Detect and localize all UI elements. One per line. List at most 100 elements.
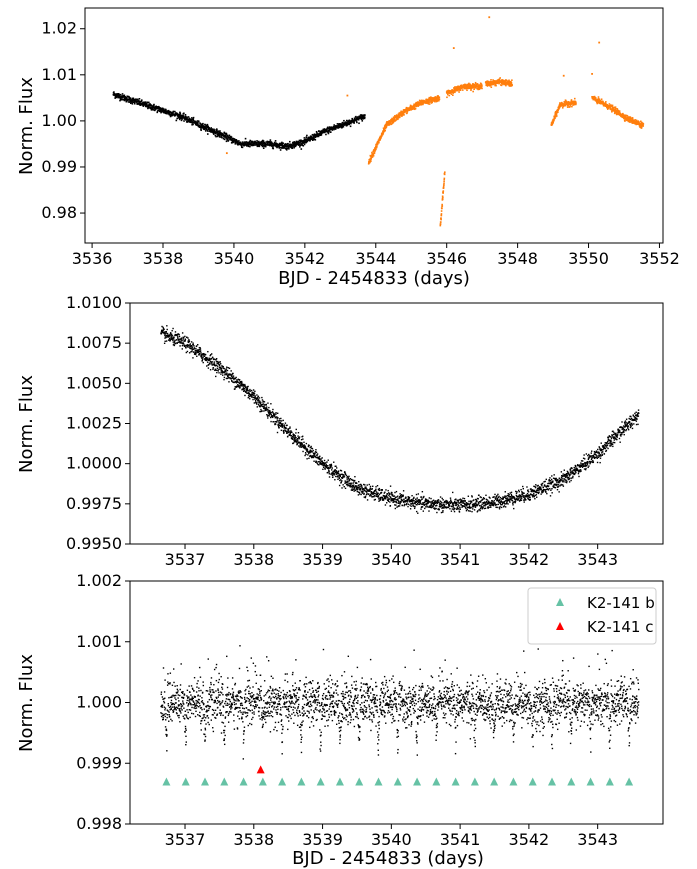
data-point (200, 128, 202, 130)
data-point (218, 133, 220, 135)
data-point (478, 502, 480, 505)
data-point (555, 113, 558, 116)
data-point (475, 501, 477, 503)
data-point (602, 104, 605, 107)
data-point (522, 494, 524, 497)
data-point (324, 467, 326, 469)
data-point (458, 502, 461, 504)
data-point (324, 128, 327, 131)
data-point (595, 98, 597, 100)
x-tick-label: 3552 (639, 249, 680, 268)
data-point (255, 398, 258, 400)
data-point (147, 101, 150, 104)
data-point (380, 491, 383, 494)
data-point (371, 487, 373, 490)
data-point (379, 136, 381, 139)
data-point (299, 144, 302, 147)
data-point (516, 496, 519, 498)
data-point (318, 458, 321, 460)
data-point (183, 345, 186, 348)
data-point (215, 361, 218, 363)
data-point (262, 403, 265, 405)
data-point (366, 492, 368, 494)
data-point (377, 141, 380, 143)
data-point (256, 406, 258, 408)
data-point (346, 479, 348, 481)
data-point (375, 143, 377, 146)
data-point (215, 364, 217, 367)
data-point (295, 440, 297, 443)
data-point (613, 112, 616, 115)
data-point (382, 127, 385, 130)
data-point (341, 121, 344, 124)
data-point (487, 506, 489, 508)
data-point (282, 423, 284, 425)
data-point (438, 502, 440, 504)
data-point (235, 140, 238, 143)
data-point (216, 371, 218, 374)
data-point (447, 506, 450, 509)
data-point (256, 144, 259, 147)
data-point (291, 147, 294, 150)
data-point (285, 432, 288, 434)
data-point (235, 386, 238, 388)
data-point (374, 147, 377, 149)
data-point (442, 511, 444, 513)
data-point (323, 464, 326, 466)
data-point (296, 440, 298, 443)
data-point (435, 507, 437, 510)
data-point (246, 388, 249, 391)
data-point (335, 470, 338, 473)
data-point (147, 104, 149, 107)
data-point (269, 139, 272, 141)
data-point (437, 499, 440, 501)
data-point (410, 502, 412, 505)
data-point (440, 217, 442, 219)
data-point (465, 504, 467, 507)
data-point (295, 140, 298, 143)
data-point (338, 475, 340, 477)
data-point (361, 120, 364, 122)
data-point (299, 141, 302, 143)
data-point (170, 333, 173, 335)
data-point (258, 140, 260, 143)
data-point (203, 125, 205, 128)
data-point (179, 111, 181, 114)
data-point (495, 497, 497, 499)
data-point (512, 502, 514, 504)
data-point (511, 84, 513, 86)
data-point (596, 102, 599, 105)
data-point (510, 491, 513, 494)
data-point (405, 106, 408, 109)
data-point (449, 505, 451, 507)
data-point (609, 105, 611, 107)
data-point (315, 451, 318, 454)
data-point (436, 504, 438, 507)
data-point (178, 334, 180, 336)
data-point (467, 87, 470, 90)
data-point (192, 123, 194, 126)
data-point (442, 499, 444, 501)
data-point (323, 461, 325, 464)
data-point (353, 486, 356, 489)
data-point (283, 431, 285, 434)
data-point (169, 333, 171, 336)
data-point (275, 412, 277, 414)
data-point (234, 377, 237, 380)
data-point (554, 117, 556, 120)
data-point (373, 492, 375, 495)
data-point (289, 143, 291, 146)
data-point (298, 144, 300, 146)
data-point (334, 479, 336, 481)
data-point (458, 91, 460, 93)
data-point (471, 506, 474, 508)
data-point (481, 506, 483, 508)
data-point (497, 503, 499, 506)
data-point (452, 90, 455, 93)
data-point (391, 494, 393, 497)
data-point (378, 500, 380, 502)
data-point (266, 408, 269, 411)
data-point (419, 502, 422, 504)
data-point (336, 123, 339, 125)
